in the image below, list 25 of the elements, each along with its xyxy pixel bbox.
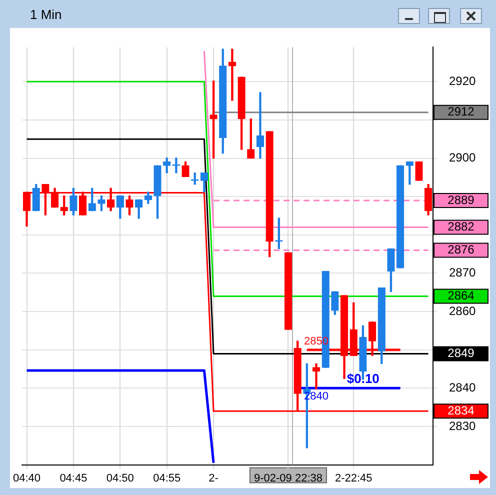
candlestick [312, 363, 320, 390]
y-tick-label: 2840 [449, 380, 476, 394]
data-label: 2876 [448, 242, 475, 257]
data-label: 2912 [448, 104, 475, 119]
data-label: 2834 [448, 403, 475, 418]
data-label: 2849 [448, 346, 475, 360]
data-label: 2882 [448, 220, 475, 234]
x-tick-label: 9-02-09 22:38 [254, 472, 322, 484]
x-tick-label: 2- [208, 472, 219, 484]
chart-title: 1 Min [30, 7, 62, 22]
y-tick-label: 2870 [449, 266, 476, 280]
candlestick [228, 48, 236, 101]
y-tick-label: 2900 [449, 150, 476, 165]
x-tick-label: 04:45 [60, 472, 88, 484]
x-tick-label: 04:40 [13, 472, 41, 484]
data-label: 2889 [448, 192, 475, 207]
x-tick-label: 04:50 [106, 472, 134, 484]
data-label: 2864 [448, 288, 475, 303]
candlestick [256, 92, 264, 159]
y-tick-label: 2860 [449, 304, 476, 318]
x-tick-label: 2-22:45 [334, 472, 372, 484]
y-tick-label: 2920 [449, 74, 476, 88]
x-tick-label: 04:55 [153, 472, 181, 484]
y-tick-label: 2830 [449, 418, 476, 433]
annotation: $0.10 [346, 370, 380, 386]
